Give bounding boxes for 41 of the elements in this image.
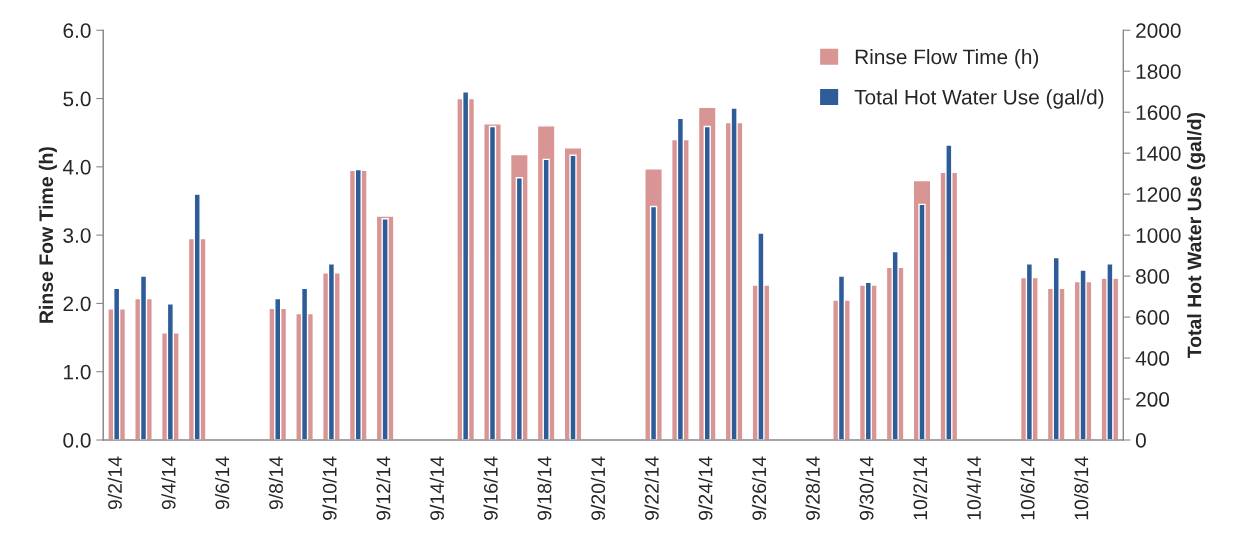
x-tick-label: 9/24/14 [698,456,713,520]
y2-axis-title: Total Hot Water Use (gal/d) [1187,112,1206,359]
x-tick-label: 10/2/14 [912,456,928,520]
x-tick-label: 9/4/14 [161,456,176,510]
x-tick-label: 9/16/14 [483,456,498,520]
x-tick-label: 10/4/14 [966,456,981,520]
y2-tick-label: 400 [1135,351,1170,366]
x-tick-label: 10/8/14 [1074,456,1089,520]
y2-tick-label: 1000 [1136,228,1181,243]
x-tick-label: 9/30/14 [859,456,874,520]
y-tick-label: 5.0 [63,91,91,107]
x-tick-label: 9/28/14 [805,456,820,520]
y2-tick-label: 2000 [1136,23,1181,38]
y-tick-label: 6.0 [63,23,91,38]
y-axis-title: Rinse Fow Time (h) [38,147,57,323]
x-tick-label: 9/22/14 [644,456,659,520]
y2-tick-label: 0 [1135,433,1146,448]
x-tick-label: 9/26/14 [751,456,767,520]
y-tick-label: 1.0 [64,364,91,380]
x-tick-label: 9/14/14 [429,456,445,520]
y2-tick-label: 1800 [1136,64,1181,79]
x-tick-label: 9/12/14 [376,456,391,520]
y-tick-label: 4.0 [62,159,91,175]
legend-label: Total Hot Water Use (gal/d) [854,89,1104,109]
x-tick-label: 9/6/14 [214,456,230,510]
x-tick-label: 9/10/14 [322,456,337,520]
x-tick-label: 9/2/14 [107,456,122,510]
y-tick-label: 2.0 [63,296,91,312]
y2-tick-label: 800 [1136,269,1170,284]
y2-tick-label: 1200 [1136,187,1181,202]
x-tick-label: 9/8/14 [268,456,283,510]
y2-tick-label: 1600 [1136,105,1181,120]
x-tick-label: 9/18/14 [537,456,552,520]
y-tick-label: 3.0 [63,228,91,243]
y2-tick-label: 200 [1136,392,1170,407]
y2-tick-label: 600 [1136,310,1170,325]
x-tick-label: 9/20/14 [590,456,606,520]
legend-label: Rinse Flow Time (h) [855,49,1039,69]
y2-tick-label: 1400 [1136,146,1181,161]
x-tick-label: 10/6/14 [1020,456,1035,520]
y-tick-label: 0.0 [63,433,91,448]
